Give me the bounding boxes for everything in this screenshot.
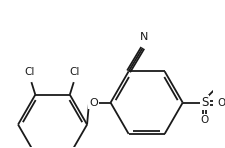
Text: O: O: [89, 98, 98, 108]
Text: S: S: [201, 96, 208, 109]
Text: O: O: [217, 98, 225, 108]
Text: Cl: Cl: [69, 67, 80, 77]
Text: Cl: Cl: [25, 67, 35, 77]
Text: O: O: [200, 115, 209, 125]
Text: N: N: [140, 32, 149, 42]
